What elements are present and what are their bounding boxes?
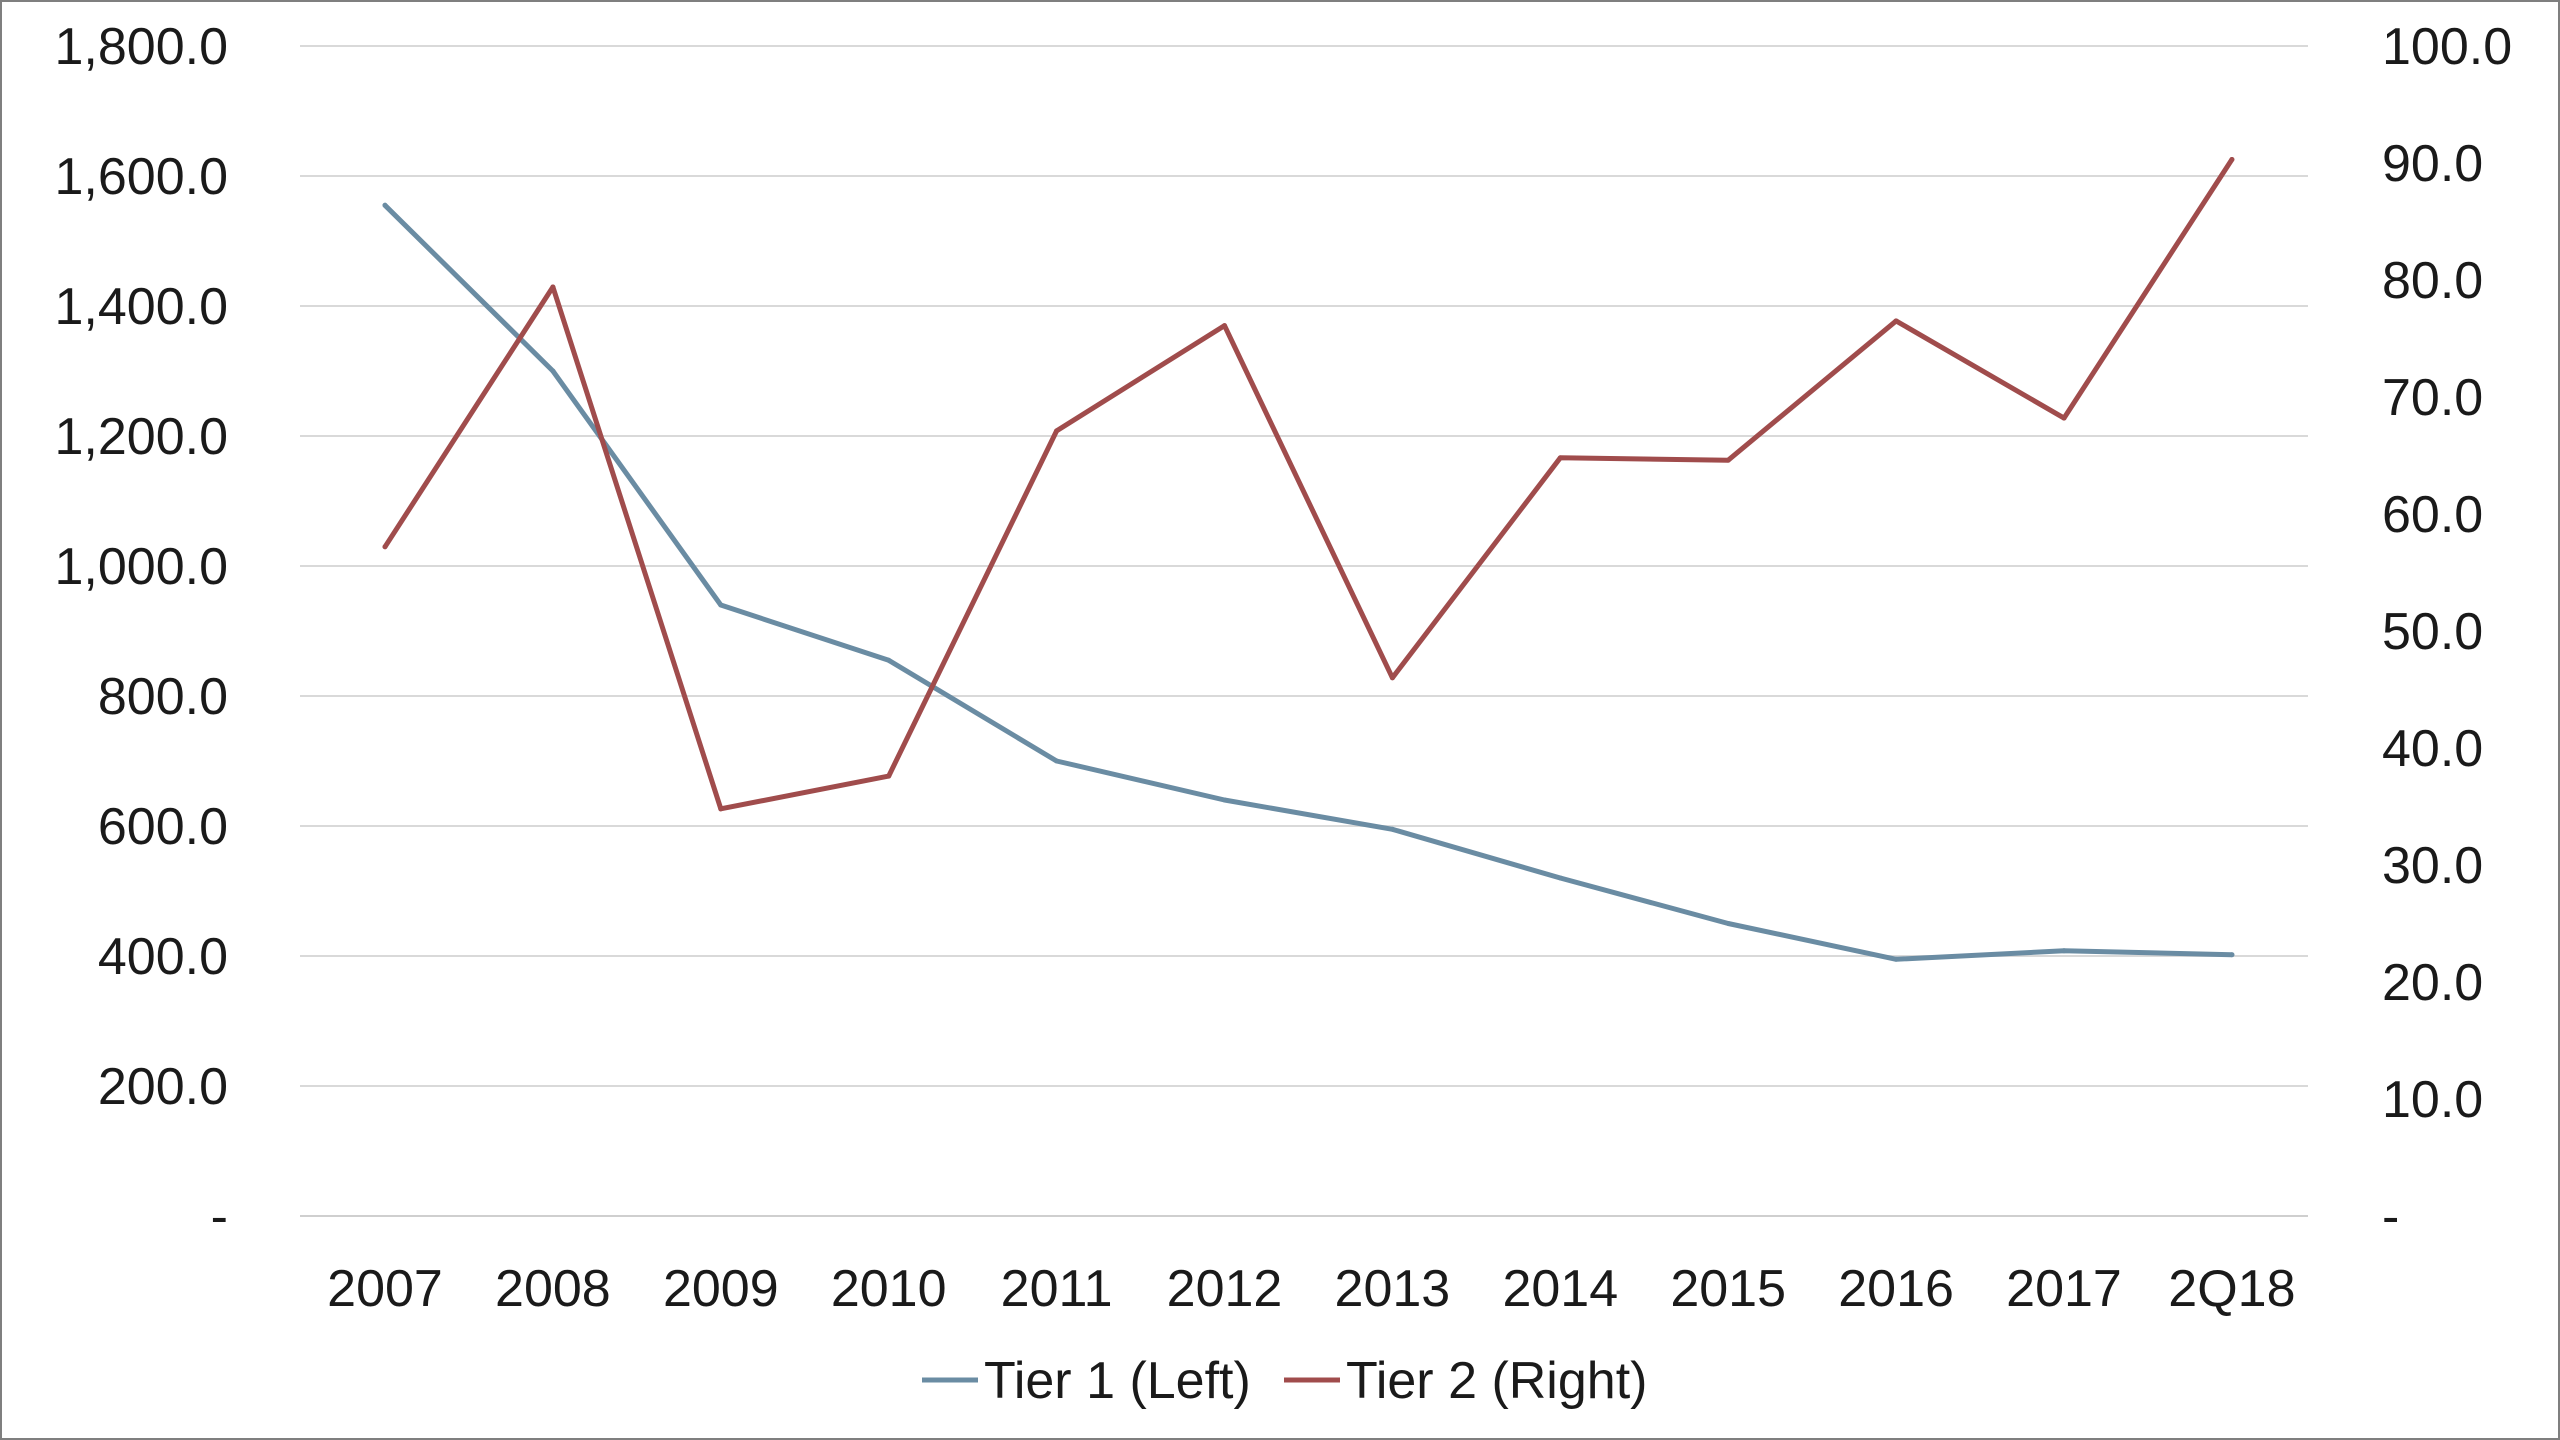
left-tick-label: 800.0: [98, 668, 228, 726]
series-2-point: [382, 544, 388, 550]
series-2-point: [2229, 156, 2235, 162]
right-tick-label: 90.0: [2382, 135, 2483, 193]
series-2-point: [1725, 457, 1731, 463]
series-1-point: [1222, 797, 1227, 803]
left-tick-label: 1,000.0: [55, 538, 229, 596]
right-axis-ticks: - 10.0 20.0 30.0 40.0 50.0 60.0 70.0 80.0 90.0 100…: [2382, 18, 2512, 1246]
left-tick-label: 1,600.0: [55, 148, 229, 206]
series-line-1: [382, 202, 2235, 962]
series-1-point: [2061, 948, 2067, 954]
x-tick-label: 2008: [495, 1260, 611, 1318]
series-2-point: [550, 284, 556, 290]
series-lines: [382, 156, 2235, 962]
right-tick-label: 50.0: [2382, 603, 2483, 661]
legend-label-2: Tier 2 (Right): [1346, 1352, 1647, 1410]
series-2-point: [2061, 415, 2067, 421]
x-tick-label: 2014: [1502, 1260, 1618, 1318]
right-tick-label: 100.0: [2382, 18, 2512, 76]
right-tick-label: 20.0: [2382, 954, 2483, 1012]
series-1-point: [1893, 956, 1899, 962]
left-tick-label: 600.0: [98, 798, 228, 856]
x-tick-label: 2009: [663, 1260, 779, 1318]
x-tick-label: 2010: [831, 1260, 947, 1318]
right-tick-label: 70.0: [2382, 369, 2483, 427]
left-tick-label: 1,200.0: [55, 408, 229, 466]
right-tick-label: 40.0: [2382, 720, 2483, 778]
series-line-2: [382, 157, 2235, 812]
series-1-point: [886, 657, 892, 663]
series-1-point: [1389, 826, 1395, 832]
series-1-point: [2229, 952, 2235, 958]
x-tick-label: 2013: [1335, 1260, 1451, 1318]
right-tick-label: 10.0: [2382, 1071, 2483, 1129]
x-tick-label: 2007: [327, 1260, 443, 1318]
series-1-point: [1725, 921, 1731, 926]
series-1-point: [550, 368, 556, 374]
series-1-point: [382, 202, 388, 208]
left-axis-ticks: - 200.0 400.0 600.0 800.0 1,000.0 1,200.0 1,400…: [55, 18, 229, 1246]
x-tick-label: 2Q18: [2168, 1260, 2295, 1318]
x-tick-label: 2017: [2006, 1260, 2122, 1318]
series-2-point: [718, 806, 724, 812]
x-tick-label: 2012: [1167, 1260, 1283, 1318]
legend: Tier 1 (Left) Tier 2 (Right): [922, 1352, 1647, 1410]
gridlines: [300, 45, 2308, 1217]
legend-label-1: Tier 1 (Left): [984, 1352, 1251, 1410]
right-tick-label: 60.0: [2382, 486, 2483, 544]
x-tick-label: 2011: [1001, 1260, 1113, 1318]
series-2-point: [1222, 323, 1227, 329]
right-tick-label: 80.0: [2382, 252, 2483, 310]
x-tick-label: 2016: [1838, 1260, 1954, 1318]
series-2-point: [1557, 455, 1563, 461]
series-2-point: [1893, 318, 1899, 324]
series-1-point: [1054, 758, 1060, 764]
series-2-point: [1389, 675, 1395, 681]
series-1-point: [718, 602, 724, 608]
series-1-point: [1557, 875, 1563, 881]
series-2-point: [886, 773, 892, 779]
left-tick-label: 200.0: [98, 1058, 228, 1116]
right-tick-label: -: [2382, 1188, 2399, 1246]
x-tick-label: 2015: [1670, 1260, 1786, 1318]
left-tick-label: 1,400.0: [55, 278, 229, 336]
series-2-point: [1054, 428, 1060, 434]
left-tick-label: 1,800.0: [55, 18, 229, 76]
x-axis-ticks: 2007 2008 2009 2010 2011 2012 2013 2014 2015 2016…: [327, 1260, 2295, 1318]
right-tick-label: 30.0: [2382, 837, 2483, 895]
left-tick-label: 400.0: [98, 928, 228, 986]
left-tick-label: -: [211, 1188, 228, 1246]
